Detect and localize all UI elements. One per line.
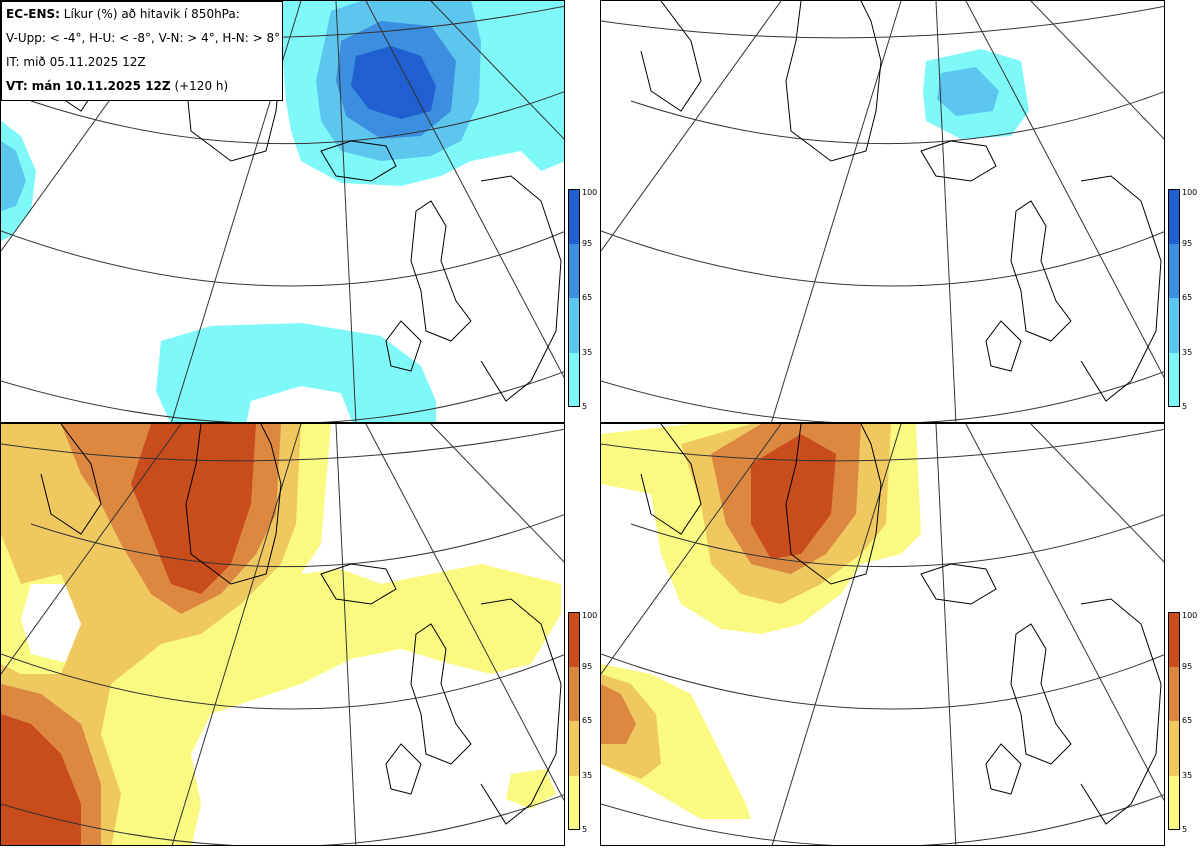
valid-time-row: VT: mán 10.11.2025 12Z (+120 h)	[6, 79, 278, 103]
colorbar-bottom-right: 100 95 65 35 5	[1168, 612, 1200, 834]
prob-area-sw-high	[601, 684, 636, 744]
colorbar-tick-label: 65	[1182, 293, 1193, 302]
map-panel-top-right	[600, 0, 1165, 423]
thresholds-text: V-Upp: < -4°, H-U: < -8°, V-N: > 4°, H-N…	[6, 31, 281, 45]
colorbar-top-left: 100 95 65 35 5	[568, 189, 604, 411]
colorbar-frame	[568, 189, 580, 407]
colorbar-tick-label: 5	[582, 402, 588, 411]
colorbar-frame	[568, 612, 580, 830]
map-svg	[1, 424, 564, 845]
colorbar-frame	[1168, 612, 1180, 830]
map-panel-bottom-right	[600, 423, 1165, 846]
colorbar-tick-label: 35	[582, 770, 593, 780]
map-svg	[1, 1, 564, 422]
model-name: EC-ENS:	[6, 7, 60, 21]
prob-area-highest	[131, 424, 256, 594]
prob-area-west-inner	[1, 141, 26, 211]
init-time: IT: mið 05.11.2025 12Z	[6, 55, 146, 69]
colorbar-bottom-left: 100 95 65 35 5	[568, 612, 604, 834]
info-title: EC-ENS: Líkur (%) að hitavik í 850hPa:	[6, 7, 278, 31]
colorbar-tick-label: 100	[1182, 611, 1198, 620]
colorbar-tick-label: 100	[1182, 188, 1198, 197]
map-panel-top-left: EC-ENS: Líkur (%) að hitavik í 850hPa: V…	[0, 0, 565, 423]
colorbar-frame	[1168, 189, 1180, 407]
prob-area-medium	[937, 67, 999, 116]
colorbar-tick-label: 65	[582, 716, 593, 725]
colorbar-tick-label: 35	[1182, 770, 1193, 780]
colorbar-tick-label: 35	[1182, 347, 1193, 357]
colorbar-tick-label: 65	[582, 293, 593, 302]
graticule	[601, 424, 1164, 845]
prob-area-south	[156, 323, 436, 422]
colorbar-top-right: 100 95 65 35 5	[1168, 189, 1200, 411]
colorbar-tick-label: 100	[582, 188, 598, 197]
colorbar-tick-label: 35	[582, 347, 593, 357]
title-text: Líkur (%) að hitavik í 850hPa:	[63, 7, 240, 21]
colorbar-tick-label: 95	[582, 661, 593, 671]
colorbar-tick-label: 95	[582, 238, 593, 248]
map-svg	[601, 424, 1164, 845]
colorbar-tick-label: 5	[582, 825, 588, 834]
colorbar-tick-label: 100	[582, 611, 598, 620]
colorbar-tick-label: 65	[1182, 716, 1193, 725]
coastlines	[640, 424, 1162, 825]
colorbar-tick-label: 95	[1182, 661, 1193, 671]
coastlines	[640, 1, 1162, 402]
graticule	[1, 424, 564, 845]
prob-area-highest	[351, 46, 436, 119]
valid-time: VT: mán 10.11.2025 12Z	[6, 79, 171, 93]
lead-time: (+120 h)	[174, 79, 229, 93]
map-svg	[601, 1, 1164, 422]
map-panel-bottom-left	[0, 423, 565, 846]
prob-area-highest	[751, 434, 836, 559]
graticule	[601, 1, 1164, 422]
colorbar-tick-label: 95	[1182, 238, 1193, 248]
prob-area-highest-sw	[1, 714, 81, 845]
map-info-box: EC-ENS: Líkur (%) að hitavik í 850hPa: V…	[1, 1, 283, 101]
colorbar-tick-label: 5	[1182, 402, 1188, 411]
prob-area-south-hole	[246, 386, 353, 422]
colorbar-tick-label: 5	[1182, 825, 1188, 834]
coastlines	[40, 424, 562, 825]
prob-area-light-hole	[21, 584, 86, 664]
